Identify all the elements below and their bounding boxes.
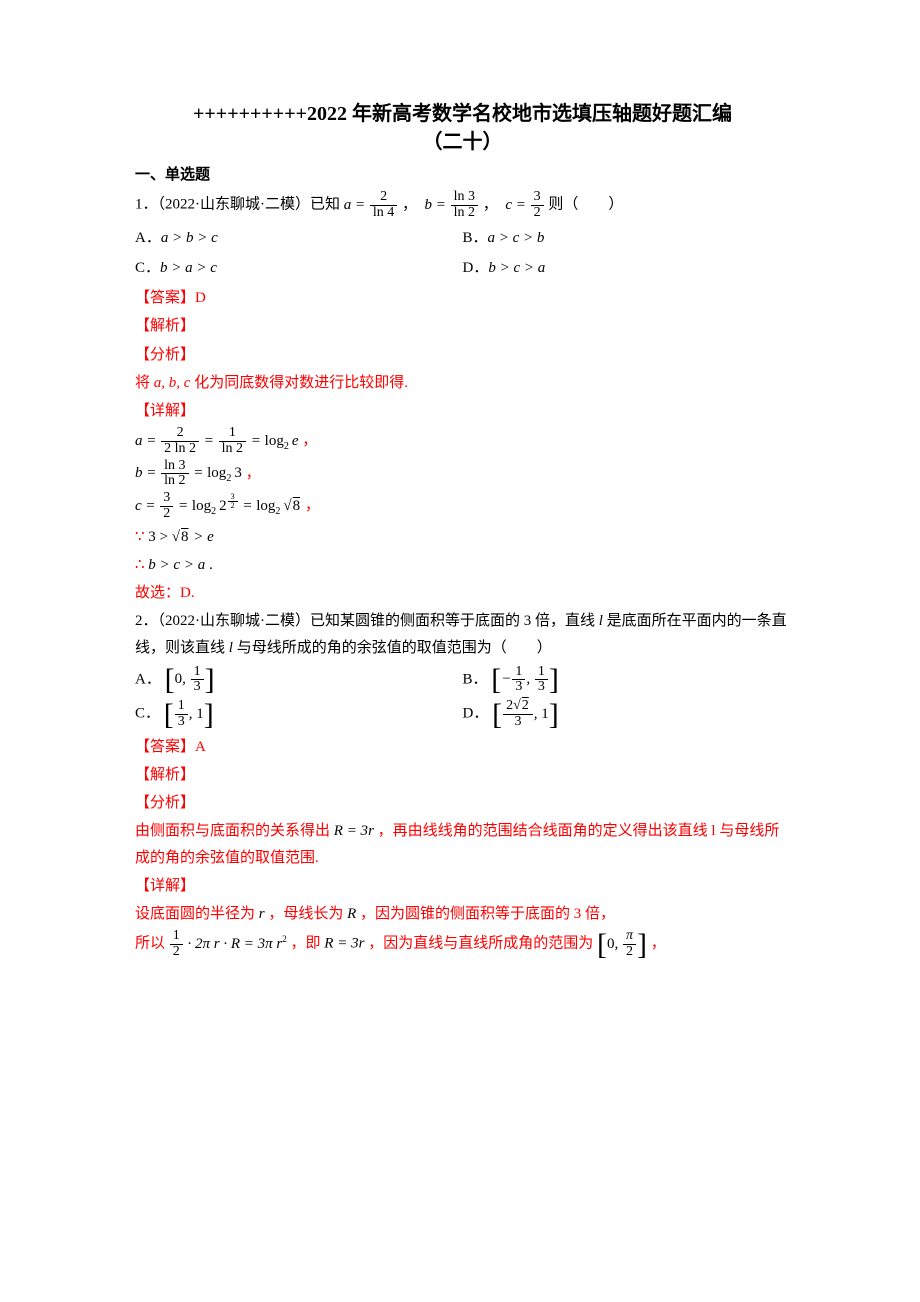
q1-opt-c: C．b > a > c <box>135 253 463 283</box>
q2-jiexi: 【解析】 <box>135 762 790 788</box>
q2-det-1: 设底面圆的半径为 r ，母线长为 R ，因为圆锥的侧面积等于底面的 3 倍， <box>135 901 790 927</box>
q2-fenxi-text: 由侧面积与底面积的关系得出 R = 3r ，再由线线角的范围结合线面角的定义得出… <box>135 818 790 871</box>
section-heading: 一、单选题 <box>135 162 790 188</box>
q1-conclusion: 故选：D. <box>135 580 790 606</box>
q1-xiangjie-label: 【详解】 <box>135 398 790 424</box>
q2-options: A． [0, 13] B． [−13, 13] C． [13, 1] D． [2… <box>135 663 790 732</box>
q2-det-2: 所以 12 · 2π r · R = 3π r2 ，即 R = 3r ，因为直线… <box>135 929 790 959</box>
q1-stem-pre: 1．（2022·山东聊城·二模）已知 <box>135 197 340 213</box>
q1-answer: 【答案】D <box>135 285 790 311</box>
q1-ineq2: ∴ b > c > a . <box>135 552 790 578</box>
q2-opt-b: B． [−13, 13] <box>463 663 791 697</box>
title-line-1: ++++++++++2022 年新高考数学名校地市选填压轴题好题汇编 <box>193 103 732 125</box>
q2-opt-c: C． [13, 1] <box>135 697 463 731</box>
q1-stem: 1．（2022·山东聊城·二模）已知 a = 2ln 4 ， b = ln 3l… <box>135 190 790 220</box>
q2-opt-a: A． [0, 13] <box>135 663 463 697</box>
q1-jiexi: 【解析】 <box>135 313 790 339</box>
q1-ineq1: ∵ 3 > √8 > e <box>135 524 790 550</box>
q1-fenxi-label: 【分析】 <box>135 342 790 368</box>
q2-answer: 【答案】A <box>135 734 790 760</box>
title-line-2: （二十） <box>423 131 503 153</box>
q2-stem: 2．（2022·山东聊城·二模）已知某圆锥的侧面积等于底面的 3 倍，直线 l … <box>135 608 790 661</box>
q1-opt-b: B．a > c > b <box>463 223 791 253</box>
q1-stem-tail: 则（ ） <box>548 197 623 213</box>
q1-step-c: c = 32 = log2 232 = log2 √8 ， <box>135 491 790 521</box>
q1-opt-d: D．b > c > a <box>463 253 791 283</box>
q2-fenxi-label: 【分析】 <box>135 790 790 816</box>
q1-expr: a = 2ln 4 ， b = ln 3ln 2 ， c = 32 <box>344 197 549 213</box>
q2-xiangjie-label: 【详解】 <box>135 873 790 899</box>
q1-step-b: b = ln 3ln 2 = log2 3 ， <box>135 459 790 489</box>
q1-step-a: a = 22 ln 2 = 1ln 2 = log2 e ， <box>135 426 790 456</box>
q1-fenxi-text: 将 a, b, c 化为同底数得对数进行比较即得. <box>135 370 790 396</box>
q1-opt-a: A．a > b > c <box>135 223 463 253</box>
q2-opt-d: D． [2√23, 1] <box>463 697 791 731</box>
doc-title: ++++++++++2022 年新高考数学名校地市选填压轴题好题汇编 （二十） <box>135 100 790 156</box>
q1-options: A．a > b > c B．a > c > b C．b > a > c D．b … <box>135 223 790 284</box>
